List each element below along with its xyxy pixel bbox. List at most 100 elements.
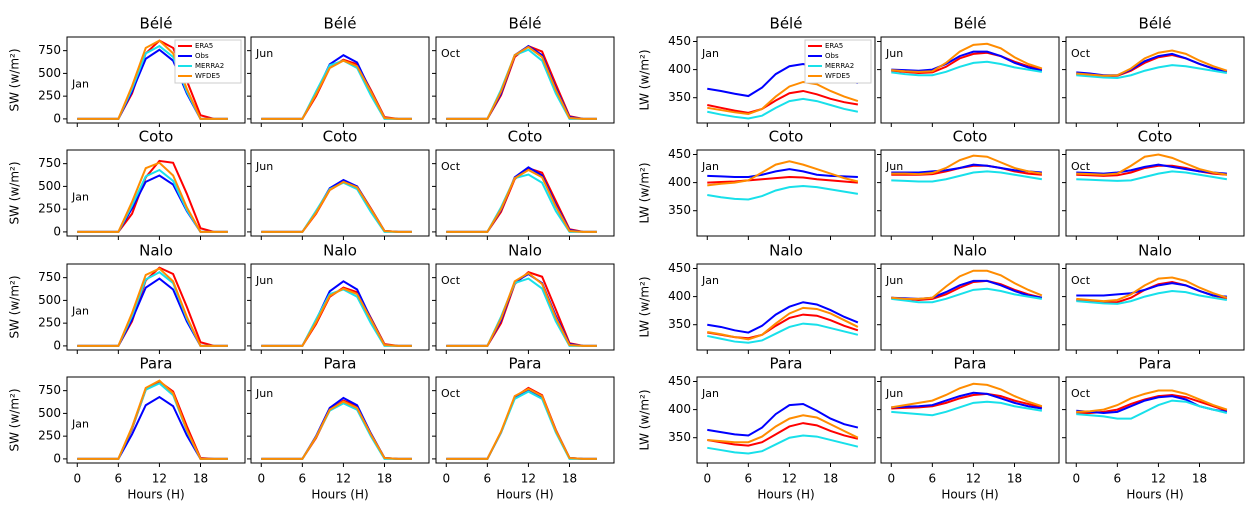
plot-frame bbox=[880, 376, 1060, 464]
panel-title: Nalo bbox=[1138, 242, 1172, 260]
x-axis-label: Hours (H) bbox=[757, 488, 814, 502]
month-label: Jun bbox=[255, 387, 273, 400]
month-label: Oct bbox=[441, 274, 461, 287]
x-tick-label: 6 bbox=[484, 472, 492, 486]
panel-title: Coto bbox=[139, 128, 174, 146]
plot-frame bbox=[1065, 149, 1245, 237]
series-line bbox=[707, 80, 859, 116]
series-line bbox=[891, 170, 1043, 183]
series-line bbox=[77, 395, 228, 460]
month-label: Jun bbox=[255, 47, 273, 60]
y-tick-label: 450 bbox=[668, 147, 691, 161]
legend-label: WFDE5 bbox=[825, 72, 850, 80]
month-label: Oct bbox=[441, 387, 461, 400]
x-tick-label: 0 bbox=[1072, 472, 1080, 486]
lines bbox=[77, 39, 228, 120]
series-line bbox=[891, 60, 1043, 77]
series-line bbox=[1076, 389, 1228, 413]
plot-frame bbox=[66, 36, 246, 124]
series-line bbox=[707, 97, 859, 120]
series-line bbox=[891, 287, 1043, 304]
series-line bbox=[77, 161, 228, 233]
y-tick-label: 0 bbox=[53, 224, 61, 238]
y-tick-label: 450 bbox=[668, 374, 691, 388]
series-line bbox=[707, 422, 859, 447]
series-line bbox=[1076, 289, 1228, 305]
series-line bbox=[707, 301, 859, 334]
panel-title: Bélé bbox=[140, 15, 173, 33]
y-axis-label: LW (w/m²) bbox=[638, 50, 652, 111]
x-axis-label: Hours (H) bbox=[127, 488, 184, 502]
plot-frame bbox=[880, 36, 1060, 124]
plot-frame bbox=[880, 263, 1060, 351]
y-tick-label: 250 bbox=[38, 316, 61, 330]
y-axis-label: LW (w/m²) bbox=[638, 390, 652, 451]
y-tick-label: 750 bbox=[38, 383, 61, 397]
x-tick-label: 6 bbox=[745, 472, 753, 486]
y-axis-label: LW (w/m²) bbox=[638, 277, 652, 338]
series-line bbox=[77, 266, 228, 347]
legend-box bbox=[174, 39, 242, 84]
x-axis-label: Hours (H) bbox=[496, 488, 553, 502]
y-tick-label: 500 bbox=[38, 179, 61, 193]
x-tick-label: 6 bbox=[299, 472, 307, 486]
series-line bbox=[1076, 282, 1227, 298]
series-line bbox=[77, 277, 228, 347]
panel-title: Para bbox=[954, 355, 987, 373]
series-line bbox=[707, 414, 859, 444]
lines bbox=[261, 280, 412, 347]
series-line bbox=[1076, 399, 1228, 420]
month-label: Oct bbox=[1071, 47, 1091, 60]
y-tick-label: 0 bbox=[53, 451, 61, 465]
series-line bbox=[446, 387, 597, 460]
series-line bbox=[261, 180, 412, 233]
series-line bbox=[446, 277, 597, 347]
plot-frame bbox=[696, 149, 876, 237]
x-tick-label: 6 bbox=[115, 472, 123, 486]
panel-title: Coto bbox=[323, 128, 358, 146]
series-line bbox=[77, 382, 228, 460]
legend-label: WFDE5 bbox=[195, 72, 220, 80]
y-axis-label: SW (w/m²) bbox=[8, 161, 22, 224]
plot-frame bbox=[435, 36, 615, 124]
y-tick-label: 400 bbox=[668, 175, 691, 189]
series-line bbox=[891, 392, 1043, 410]
series-line bbox=[446, 271, 597, 347]
month-label: Jan bbox=[71, 417, 89, 430]
series-line bbox=[446, 390, 597, 460]
x-axis-label: Hours (H) bbox=[311, 488, 368, 502]
series-line bbox=[77, 380, 228, 460]
month-label: Oct bbox=[441, 160, 461, 173]
plot-frame bbox=[250, 263, 430, 351]
month-label: Jun bbox=[885, 274, 903, 287]
panel-title: Coto bbox=[953, 128, 988, 146]
y-axis-label: SW (w/m²) bbox=[8, 275, 22, 338]
y-tick-label: 350 bbox=[668, 430, 691, 444]
legend-label: ERA5 bbox=[825, 42, 843, 50]
series-line bbox=[891, 154, 1043, 176]
month-label: Oct bbox=[441, 47, 461, 60]
series-line bbox=[707, 89, 859, 114]
series-line bbox=[446, 386, 597, 460]
series-line bbox=[446, 44, 597, 120]
month-label: Jan bbox=[701, 47, 719, 60]
plot-frame bbox=[880, 149, 1060, 237]
plot-frame bbox=[1065, 376, 1245, 464]
series-line bbox=[77, 267, 228, 347]
series-line bbox=[891, 391, 1043, 410]
panel-title: Para bbox=[770, 355, 803, 373]
x-tick-label: 12 bbox=[521, 472, 536, 486]
series-line bbox=[707, 434, 859, 455]
lines bbox=[891, 382, 1043, 417]
y-tick-label: 250 bbox=[38, 89, 61, 103]
y-tick-label: 750 bbox=[38, 156, 61, 170]
y-tick-label: 450 bbox=[668, 261, 691, 275]
series-line bbox=[707, 402, 859, 437]
lines bbox=[707, 160, 859, 201]
plot-frame bbox=[696, 36, 876, 124]
series-line bbox=[261, 286, 412, 347]
lines bbox=[77, 266, 228, 347]
plot-frame bbox=[66, 263, 246, 351]
series-line bbox=[891, 42, 1043, 73]
lines bbox=[707, 301, 859, 344]
